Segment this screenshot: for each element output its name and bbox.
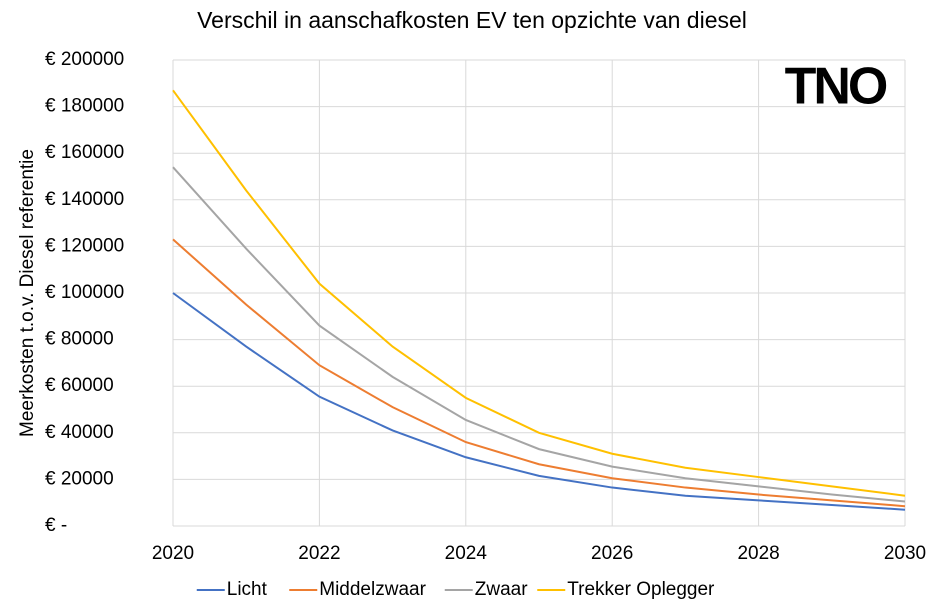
y-tick-label: € 120000 <box>45 235 124 256</box>
series-line <box>172 238 906 508</box>
x-tick-label: 2026 <box>591 543 633 564</box>
legend-label: Licht <box>227 579 268 600</box>
y-tick-label: € 80000 <box>45 329 114 350</box>
series-line <box>172 89 906 497</box>
y-tick-label: € - <box>45 515 67 536</box>
y-tick-label: € 160000 <box>45 142 124 163</box>
y-tick-label: € 200000 <box>45 49 124 70</box>
series-line <box>172 166 906 503</box>
x-tick-label: 2030 <box>884 543 926 564</box>
y-tick-label: € 40000 <box>45 422 114 443</box>
x-tick-label: 2024 <box>445 543 488 564</box>
y-tick-label: € 20000 <box>45 468 114 489</box>
y-tick-label: € 140000 <box>45 189 124 210</box>
chart-title: Verschil in aanschafkosten EV ten opzich… <box>197 7 747 33</box>
legend-label: Zwaar <box>475 579 528 600</box>
y-tick-label: € 180000 <box>45 96 124 117</box>
legend-label: Trekker Oplegger <box>567 579 715 600</box>
logo: TNO <box>785 58 887 116</box>
series-line <box>172 292 906 511</box>
y-tick-label: € 60000 <box>45 375 114 396</box>
x-tick-label: 2022 <box>298 543 340 564</box>
y-axis-label: Meerkosten t.o.v. Diesel referentie <box>17 149 38 437</box>
x-tick-label: 2020 <box>152 543 194 564</box>
x-tick-label: 2028 <box>737 543 779 564</box>
legend-label: Middelzwaar <box>319 579 426 600</box>
y-tick-label: € 100000 <box>45 282 124 303</box>
